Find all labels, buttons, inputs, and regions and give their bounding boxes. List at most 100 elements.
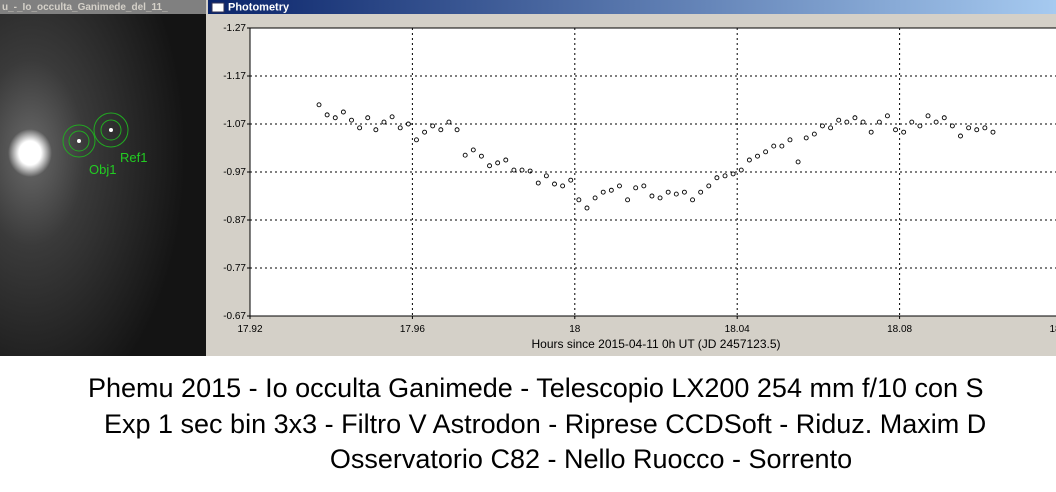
data-point: [397, 125, 403, 131]
y-tick-label: -0.97: [223, 167, 246, 178]
x-axis-label: Hours since 2015-04-11 0h UT (JD 2457123…: [531, 337, 780, 351]
marker-label: Ref1: [120, 150, 147, 165]
data-point: [478, 153, 484, 159]
data-point: [576, 197, 582, 203]
data-point: [365, 115, 371, 121]
x-tick-label: 18.08: [887, 324, 912, 335]
data-point: [568, 177, 574, 183]
y-tick-label: -0.77: [223, 263, 246, 274]
data-point: [349, 117, 354, 123]
data-point: [738, 167, 744, 173]
data-point: [876, 119, 882, 125]
data-point: [771, 143, 777, 149]
data-point: [592, 195, 598, 201]
aperture: [100, 119, 122, 141]
data-point: [779, 143, 785, 149]
x-tick-label: 17.92: [237, 324, 262, 335]
data-point: [795, 159, 801, 165]
data-point: [836, 117, 842, 123]
data-point: [811, 131, 817, 137]
data-point: [357, 125, 363, 131]
data-point: [893, 127, 898, 133]
data-point: [324, 112, 330, 118]
data-point: [755, 153, 760, 159]
photometry-title: Photometry: [228, 2, 290, 14]
data-point: [373, 127, 379, 133]
data-point: [316, 102, 322, 108]
data-point: [454, 127, 460, 133]
data-point: [820, 123, 825, 129]
data-point: [487, 163, 492, 169]
data-point: [933, 119, 939, 125]
data-point: [519, 167, 525, 173]
data-point: [974, 127, 980, 133]
y-tick-label: -1.27: [223, 23, 246, 34]
data-point: [495, 160, 501, 166]
data-point: [332, 115, 338, 121]
data-point: [422, 129, 428, 135]
data-point: [543, 173, 549, 179]
data-point: [617, 183, 622, 189]
data-point: [730, 171, 736, 177]
data-point: [722, 173, 728, 179]
y-tick-label: -0.67: [223, 311, 246, 322]
data-point: [657, 195, 663, 201]
data-point: [438, 127, 444, 133]
data-point: [852, 115, 858, 121]
aperture: [68, 130, 90, 152]
x-tick-label: 18.04: [725, 324, 750, 335]
photometry-title-bar[interactable]: [208, 0, 1056, 14]
data-point: [860, 119, 866, 125]
data-point: [470, 147, 476, 153]
caption-line: Exp 1 sec bin 3x3 - Filtro V Astrodon - …: [104, 409, 986, 439]
data-point: [600, 189, 606, 195]
window-icon: [211, 2, 225, 13]
data-point: [868, 129, 874, 135]
data-point: [511, 167, 517, 173]
left-title-bar[interactable]: [0, 0, 206, 14]
data-point: [414, 137, 419, 143]
data-point: [917, 123, 923, 129]
data-point: [884, 113, 890, 119]
star: [109, 128, 113, 132]
data-point: [535, 180, 541, 186]
data-point: [844, 119, 850, 125]
x-tick-label: 17.96: [400, 324, 425, 335]
data-point: [584, 205, 590, 211]
data-point: [625, 197, 631, 203]
data-point: [381, 119, 387, 125]
data-point: [746, 157, 752, 163]
aperture: [62, 124, 96, 158]
x-tick-label: 18: [569, 324, 581, 335]
data-point: [560, 183, 566, 189]
data-point: [340, 109, 346, 115]
caption-line: Phemu 2015 - Io occulta Ganimede - Teles…: [88, 373, 984, 403]
caption-line: Osservatorio C82 - Nello Ruocco - Sorren…: [330, 444, 852, 474]
marker-label: Obj1: [89, 162, 116, 177]
aperture: [93, 112, 129, 148]
data-point: [527, 168, 533, 174]
data-point: [990, 129, 996, 135]
io-image: [8, 129, 52, 177]
star: [77, 139, 81, 143]
data-point: [909, 119, 915, 125]
data-point: [430, 123, 436, 129]
data-point: [405, 121, 411, 127]
data-point: [641, 183, 647, 189]
data-point: [665, 189, 671, 195]
y-tick-label: -1.07: [223, 119, 246, 130]
data-point: [389, 114, 395, 120]
data-point: [958, 133, 963, 139]
data-point: [690, 197, 695, 203]
data-point: [503, 157, 509, 163]
data-point: [462, 152, 468, 158]
data-point: [828, 125, 834, 131]
data-point: [763, 149, 769, 155]
data-point: [633, 185, 639, 191]
left-title: u_-_Io_occulta_Ganimede_del_11_: [2, 2, 168, 13]
data-point: [787, 137, 793, 143]
data-point: [714, 175, 720, 181]
data-point: [941, 115, 947, 121]
